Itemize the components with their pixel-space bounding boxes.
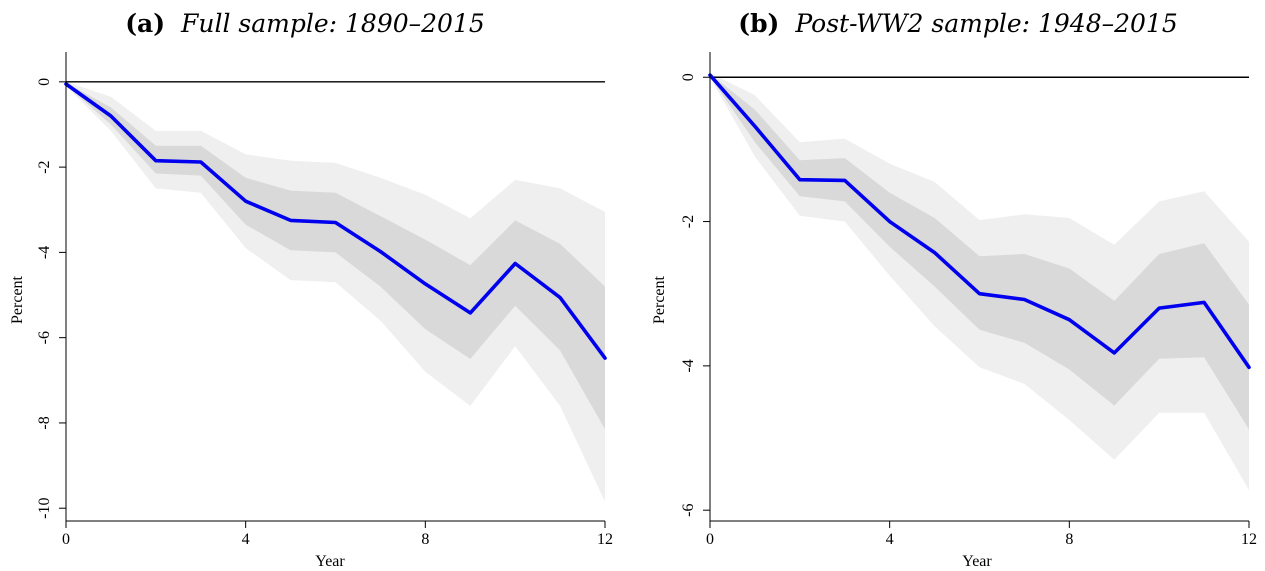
panel-a: (a) Full sample: 1890–2015 0 4 8 12 0 -2 -4 -6 -…	[9, 9, 613, 570]
panel-a-band-outer	[66, 81, 605, 502]
panel-b-x-tick-label: 4	[886, 531, 894, 548]
panel-b-x-tick-label: 12	[1241, 531, 1257, 548]
panel-a-y-tick-label: -4	[36, 246, 53, 259]
panel-b-lines	[708, 73, 1251, 370]
panel-b-y-tick-label: -2	[680, 215, 697, 228]
panel-a-label: (a)	[125, 9, 165, 38]
panel-b: (b) Post-WW2 sample: 1948–2015 0 4 8 12 0 -2 -…	[651, 9, 1257, 570]
panel-b-y-tick-label: 0	[680, 73, 697, 81]
panel-a-x-tick-label: 8	[421, 531, 429, 548]
panel-a-y-axis-title: Percent	[9, 275, 26, 324]
panel-a-x-tick-label: 12	[597, 531, 613, 548]
panel-b-x-tick-label: 0	[706, 531, 714, 548]
panel-b-y-axis-title: Percent	[651, 275, 668, 324]
panel-a-series-line-0	[64, 82, 607, 360]
panel-a-y-tick-label: -10	[36, 498, 53, 519]
panel-a-y-tick-label: -6	[36, 331, 53, 344]
panel-b-title: (b) Post-WW2 sample: 1948–2015	[738, 9, 1178, 38]
panel-b-axes: 0 4 8 12 0 -2 -4 -6	[680, 52, 1257, 548]
panel-a-x-tick-label: 4	[242, 531, 250, 548]
panel-a-band-inner	[66, 82, 605, 430]
panel-a-title-text: Full sample: 1890–2015	[180, 9, 485, 38]
panel-a-y-tick-label: -8	[36, 416, 53, 429]
panel-a-bands	[66, 81, 605, 502]
panel-b-y-tick-label: -6	[680, 504, 697, 517]
panel-a-axes: 0 4 8 12 0 -2 -4 -6 -8 -10	[36, 52, 613, 548]
panel-b-band-inner	[710, 73, 1249, 430]
panel-a-lines	[64, 81, 607, 360]
panel-a-x-tick-label: 0	[62, 531, 70, 548]
panel-b-bands	[710, 72, 1249, 491]
panel-b-series-line-0	[708, 73, 1251, 370]
panel-b-y-tick-label: -4	[680, 359, 697, 372]
panel-b-x-tick-label: 8	[1065, 531, 1073, 548]
panel-a-title: (a) Full sample: 1890–2015	[125, 9, 485, 38]
panel-b-title-text: Post-WW2 sample: 1948–2015	[794, 9, 1177, 38]
panel-a-x-axis-title: Year	[315, 553, 345, 570]
panel-b-x-axis-title: Year	[962, 553, 992, 570]
panel-b-label: (b)	[738, 9, 779, 38]
panel-a-y-tick-label: 0	[36, 78, 53, 86]
panel-a-y-tick-label: -2	[36, 160, 53, 173]
